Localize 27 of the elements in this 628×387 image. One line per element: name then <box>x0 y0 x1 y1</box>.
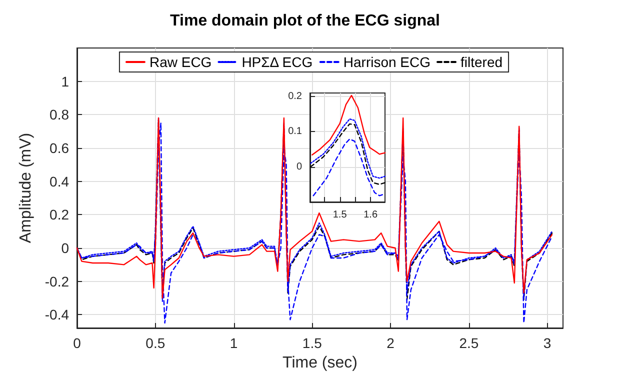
x-tick-label: 2 <box>386 335 395 351</box>
x-tick-label: 2.5 <box>459 335 479 351</box>
y-tick-label: 0.8 <box>50 106 70 123</box>
legend-label: Raw ECG <box>149 54 212 70</box>
legend-label: filtered <box>460 54 503 70</box>
x-tick-label: 0 <box>73 335 82 351</box>
chart-title: Time domain plot of the ECG signal <box>170 12 440 30</box>
y-tick-label: 0.2 <box>50 206 70 223</box>
x-tick-label: 0.5 <box>146 335 166 351</box>
x-tick-label: 1.6 <box>364 210 378 220</box>
y-tick-label: -0.2 <box>44 273 70 290</box>
y-tick-label: 0.6 <box>50 140 70 156</box>
x-tick-label: 1 <box>230 335 238 351</box>
legend-label: HPΣΔ ECG <box>242 54 313 70</box>
y-tick-label: 0 <box>61 240 70 256</box>
legend-label: Harrison ECG <box>343 54 431 70</box>
y-tick-label: 1 <box>61 73 70 90</box>
x-tick-label: 1.5 <box>332 210 348 220</box>
y-tick-label: 0.2 <box>288 91 302 102</box>
y-tick-label: -0.4 <box>44 306 70 323</box>
y-axis-title: Amplitude (mV) <box>17 132 34 244</box>
y-tick-label: 0.1 <box>288 126 302 138</box>
x-tick-label: 1.5 <box>302 335 322 351</box>
y-tick-label: 0.4 <box>50 173 70 190</box>
x-axis-title: Time (sec) <box>282 354 358 372</box>
x-tick-label: 3 <box>543 335 552 351</box>
y-tick-label: 0 <box>296 161 302 172</box>
